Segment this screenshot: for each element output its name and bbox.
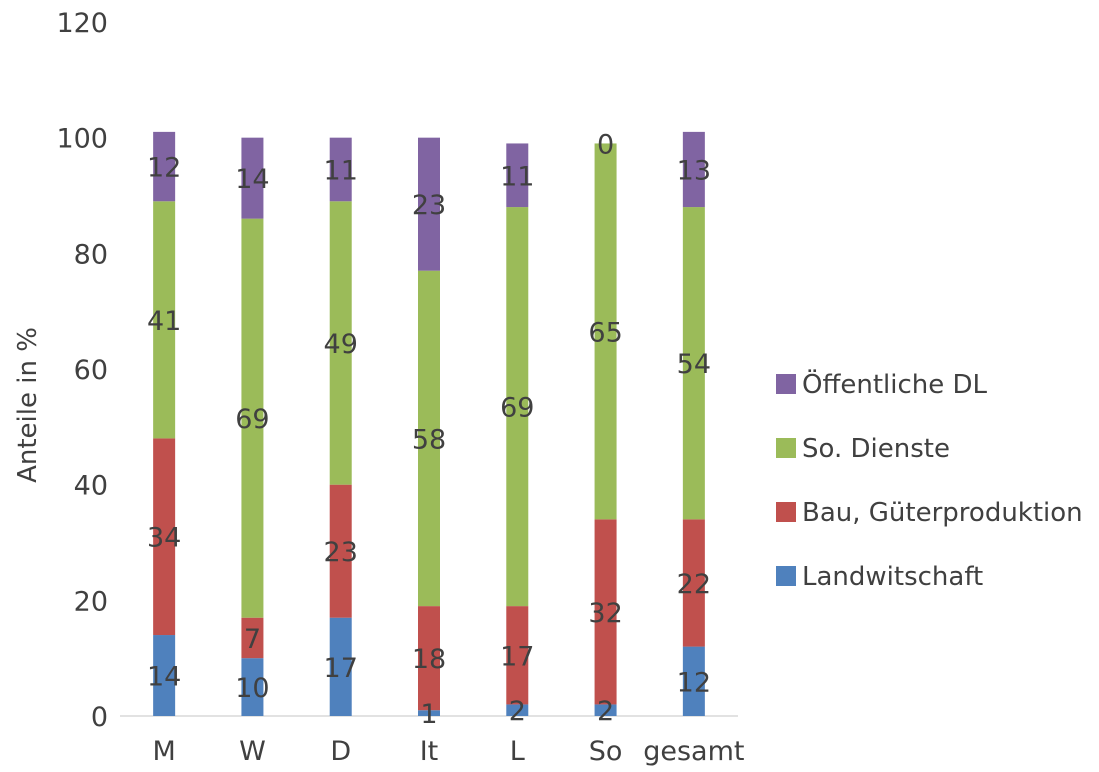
data-label: 0 — [597, 129, 614, 160]
x-tick-label: D — [330, 736, 351, 767]
bar-segment — [506, 606, 529, 705]
data-label: 12 — [147, 153, 181, 184]
data-label: 2 — [597, 696, 614, 727]
y-tick-label: 40 — [74, 471, 108, 502]
data-label: 23 — [324, 537, 358, 568]
data-label: 10 — [235, 673, 269, 704]
bar-segment — [241, 658, 264, 716]
x-tick-label: W — [239, 736, 266, 767]
data-label: 49 — [324, 329, 358, 360]
data-label: 7 — [244, 624, 261, 655]
y-tick-label: 20 — [74, 586, 108, 617]
bar-segment — [682, 646, 705, 716]
x-tick-label: gesamt — [643, 736, 744, 767]
bar-segment — [682, 207, 705, 520]
bar-segment — [241, 137, 264, 219]
bar-segment — [153, 131, 176, 202]
legend-label: Landwitschaft — [802, 562, 983, 592]
legend-swatch — [776, 502, 796, 522]
bar-segment — [418, 710, 440, 716]
y-tick-label: 60 — [74, 355, 108, 386]
bar-segment — [418, 137, 440, 271]
legend-swatch — [776, 438, 796, 458]
data-label: 11 — [500, 161, 534, 192]
bar-segment — [418, 606, 440, 711]
data-label: 18 — [412, 644, 446, 675]
bar-segment — [329, 617, 352, 716]
data-label: 22 — [677, 569, 711, 600]
data-label: 1 — [420, 699, 437, 730]
bar-segment — [506, 207, 529, 607]
data-label: 13 — [677, 155, 711, 186]
bar-segment — [329, 201, 352, 485]
bar-segment — [418, 270, 440, 607]
bar-segment — [506, 704, 529, 716]
data-label: 17 — [324, 653, 358, 684]
data-label: 14 — [147, 662, 181, 693]
legend-label: Öffentliche DL — [802, 368, 988, 400]
bars-group — [153, 131, 705, 716]
legend: Öffentliche DL So. Dienste Bau, Güterprodu… — [776, 368, 1083, 592]
data-label: 41 — [147, 306, 181, 337]
x-tick-label: It — [420, 736, 439, 767]
bar-segment — [594, 704, 617, 716]
data-label: 14 — [235, 164, 269, 195]
bar-segment — [682, 519, 705, 647]
data-label: 2 — [509, 696, 526, 727]
bar-segment — [594, 143, 617, 520]
x-tick-label: L — [510, 736, 525, 767]
bar-segment — [241, 218, 264, 618]
bar-segment — [329, 137, 352, 202]
legend-swatch — [776, 374, 796, 394]
y-tick-label: 0 — [91, 702, 108, 733]
y-axis-label: Anteile in % — [13, 327, 43, 483]
data-label: 12 — [677, 667, 711, 698]
legend-label: Bau, Güterproduktion — [802, 498, 1083, 528]
bar-segment — [329, 484, 352, 618]
data-label: 54 — [677, 349, 711, 380]
bar-segment — [153, 635, 176, 716]
x-axis-ticks: M W D It L So gesamt — [152, 736, 744, 767]
data-label: 23 — [412, 190, 446, 221]
y-tick-label: 120 — [56, 8, 108, 39]
data-label: 32 — [588, 598, 622, 629]
y-tick-label: 80 — [74, 239, 108, 270]
data-label: 11 — [324, 155, 358, 186]
data-label: 69 — [500, 393, 534, 424]
bar-segment — [153, 438, 176, 636]
x-tick-label: So — [589, 736, 623, 767]
data-label: 17 — [500, 641, 534, 672]
bar-segment — [241, 617, 264, 659]
data-labels-group: 1434411210769141723491111858232176911232… — [147, 129, 711, 730]
legend-swatch — [776, 566, 796, 586]
y-axis-ticks: 0 20 40 60 80 100 120 — [56, 8, 108, 733]
data-label: 69 — [235, 404, 269, 435]
data-label: 58 — [412, 424, 446, 455]
x-tick-label: M — [152, 736, 175, 767]
legend-label: So. Dienste — [802, 434, 950, 464]
bar-segment — [506, 143, 529, 208]
y-tick-label: 100 — [56, 124, 108, 155]
bar-segment — [594, 519, 617, 705]
data-label: 34 — [147, 523, 181, 554]
data-label: 65 — [588, 317, 622, 348]
bar-segment — [153, 201, 176, 439]
bar-segment — [682, 131, 705, 208]
